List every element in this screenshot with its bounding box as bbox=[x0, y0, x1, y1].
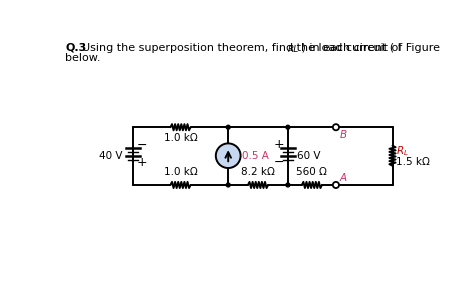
Circle shape bbox=[226, 183, 230, 187]
Text: 0.5 A: 0.5 A bbox=[242, 151, 269, 161]
Text: 560 Ω: 560 Ω bbox=[296, 167, 328, 177]
Text: A: A bbox=[340, 173, 347, 183]
Circle shape bbox=[226, 125, 230, 129]
Text: Q.3: Q.3 bbox=[65, 42, 87, 52]
Text: 1.5 kΩ: 1.5 kΩ bbox=[396, 157, 430, 167]
Circle shape bbox=[216, 143, 241, 168]
Text: Using the superposition theorem, find the load current ( I: Using the superposition theorem, find th… bbox=[82, 42, 401, 52]
Text: 8.2 kΩ: 8.2 kΩ bbox=[241, 167, 275, 177]
Circle shape bbox=[286, 183, 290, 187]
Text: ) in each circuit of Figure: ) in each circuit of Figure bbox=[298, 42, 440, 52]
Circle shape bbox=[333, 182, 339, 188]
Text: B: B bbox=[340, 130, 347, 140]
Text: $R_L$: $R_L$ bbox=[396, 144, 409, 158]
Text: −: − bbox=[273, 156, 284, 169]
Text: −: − bbox=[137, 138, 147, 152]
Text: below.: below. bbox=[65, 52, 101, 62]
Text: 40 V: 40 V bbox=[99, 151, 122, 161]
Text: +: + bbox=[273, 138, 284, 152]
Text: RL: RL bbox=[288, 45, 299, 54]
Text: 1.0 kΩ: 1.0 kΩ bbox=[164, 167, 197, 177]
Text: +: + bbox=[137, 156, 147, 169]
Text: 60 V: 60 V bbox=[297, 151, 321, 161]
Circle shape bbox=[286, 125, 290, 129]
Text: 1.0 kΩ: 1.0 kΩ bbox=[164, 133, 197, 143]
Circle shape bbox=[333, 124, 339, 130]
